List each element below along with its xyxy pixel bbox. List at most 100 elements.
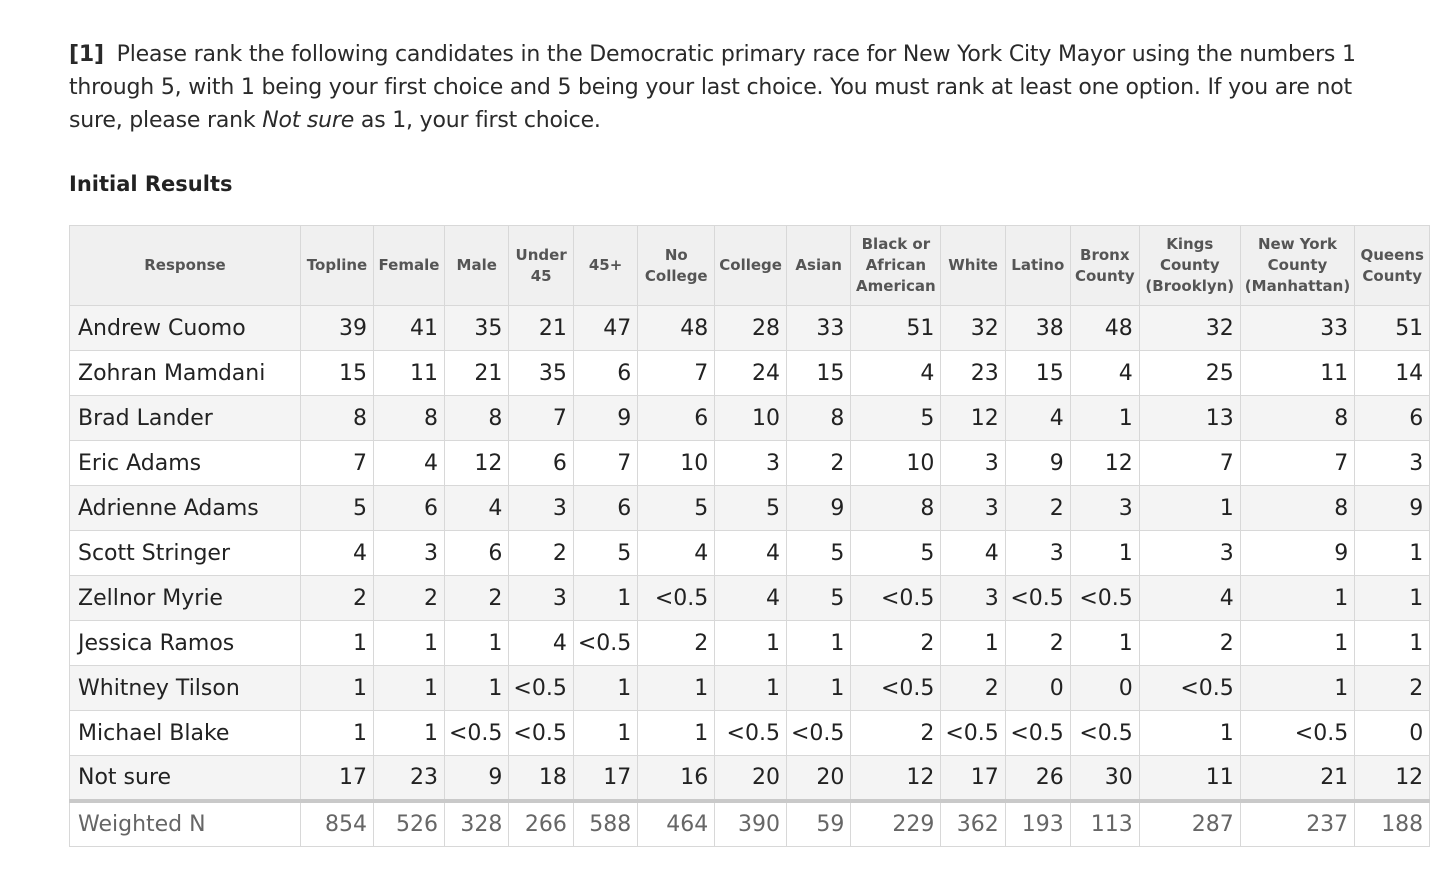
table-cell: 6 — [637, 395, 716, 441]
table-cell: 9 — [1354, 485, 1431, 531]
table-cell: 3 — [714, 440, 787, 486]
table-cell: 17 — [300, 755, 374, 801]
weighted-n-cell: 854 — [300, 798, 374, 847]
table-cell: 1 — [1138, 710, 1241, 756]
table-cell: 26 — [1004, 755, 1071, 801]
column-header-line: Asian — [795, 256, 842, 274]
table-cell: 8 — [850, 485, 942, 531]
response-label: Whitney Tilson — [69, 665, 301, 711]
table-cell: 2 — [1138, 620, 1241, 666]
table-cell: 6 — [373, 485, 445, 531]
response-label: Adrienne Adams — [69, 485, 301, 531]
table-row: Scott Stringer 4 3 6 2 5 4 4 5 5 4 3 1 3 9 1 — [69, 530, 1431, 576]
question-body: Please rank the following candidates in … — [69, 42, 1356, 133]
column-header-line: Black or — [861, 235, 931, 253]
weighted-n-cell: 193 — [1004, 798, 1071, 847]
table-cell: 2 — [373, 575, 445, 621]
weighted-n-cell: 237 — [1239, 798, 1356, 847]
table-cell: 2 — [300, 575, 374, 621]
column-header-line: African — [865, 256, 927, 274]
table-cell: 32 — [1138, 305, 1241, 351]
table-cell: 7 — [508, 395, 574, 441]
table-cell: 47 — [572, 305, 639, 351]
table-cell: 17 — [940, 755, 1006, 801]
table-cell: 39 — [300, 305, 374, 351]
weighted-n-cell: 188 — [1354, 798, 1431, 847]
weighted-n-label: Weighted N — [69, 798, 301, 847]
table-cell: 1 — [1239, 620, 1356, 666]
table-cell: 1 — [1069, 620, 1140, 666]
table-cell: 9 — [572, 395, 639, 441]
table-cell: <0.5 — [508, 710, 574, 756]
table-cell: 2 — [1004, 485, 1071, 531]
response-label: Eric Adams — [69, 440, 301, 486]
table-cell: 10 — [714, 395, 787, 441]
response-label: Brad Lander — [69, 395, 301, 441]
table-row: Zellnor Myrie 2 2 2 3 1 <0.5 4 5 <0.5 3 <0.5 <0.5 4 1 1 — [69, 575, 1431, 621]
column-header: Under 45 — [508, 225, 574, 306]
table-cell: 32 — [940, 305, 1006, 351]
column-header-line: No — [664, 245, 688, 264]
table-cell: 48 — [637, 305, 716, 351]
table-cell: 10 — [637, 440, 716, 486]
table-cell: <0.5 — [443, 710, 510, 756]
weighted-n-cell: 266 — [508, 798, 574, 847]
response-label: Michael Blake — [69, 710, 301, 756]
column-header: White — [940, 225, 1006, 306]
table-cell: 8 — [373, 395, 445, 441]
table-cell: 24 — [714, 350, 787, 396]
table-cell: 14 — [1354, 350, 1431, 396]
table-row: Not sure 17 23 9 18 17 16 20 20 12 17 26 30 11 21 12 — [69, 755, 1431, 801]
table-cell: 5 — [714, 485, 787, 531]
table-cell: 3 — [1138, 530, 1241, 576]
table-cell: 16 — [637, 755, 716, 801]
table-cell: 6 — [508, 440, 574, 486]
column-header-line: New York — [1258, 235, 1337, 253]
table-cell: 3 — [1004, 530, 1071, 576]
table-cell: 11 — [1239, 350, 1356, 396]
table-cell: 5 — [850, 530, 942, 576]
weighted-n-cell: 588 — [572, 798, 639, 847]
table-cell: 12 — [850, 755, 942, 801]
table-cell: 0 — [1354, 710, 1431, 756]
table-cell: 1 — [572, 710, 639, 756]
table-cell: 25 — [1138, 350, 1241, 396]
table-cell: 1 — [300, 620, 374, 666]
column-header-line: County — [1074, 266, 1135, 285]
table-row: Whitney Tilson 1 1 1 <0.5 1 1 1 1 <0.5 2 0 0 <0.5 1 2 — [69, 665, 1431, 711]
column-header: Queens County — [1354, 225, 1431, 306]
response-label: Jessica Ramos — [69, 620, 301, 666]
table-cell: 7 — [572, 440, 639, 486]
table-cell: 20 — [714, 755, 787, 801]
table-cell: <0.5 — [1239, 710, 1356, 756]
table-cell: 6 — [572, 350, 639, 396]
table-cell: 5 — [785, 530, 852, 576]
column-header-line: 45 — [530, 266, 552, 285]
table-cell: 7 — [1138, 440, 1241, 486]
table-cell: 5 — [300, 485, 374, 531]
column-header: 45+ — [572, 225, 639, 306]
table-cell: 1 — [637, 710, 716, 756]
table-cell: 2 — [508, 530, 574, 576]
question-text: [1] Please rank the following candidates… — [69, 38, 1389, 137]
column-header-line: (Brooklyn) — [1145, 277, 1235, 295]
table-row: Michael Blake 1 1 <0.5 <0.5 1 1 <0.5 <0.5 2 <0.5 <0… — [69, 710, 1431, 756]
column-header-line: County — [1267, 256, 1328, 274]
table-cell: 1 — [1069, 530, 1140, 576]
table-cell: 38 — [1004, 305, 1071, 351]
table-cell: 1 — [785, 620, 852, 666]
table-cell: 13 — [1138, 395, 1241, 441]
table-cell: <0.5 — [508, 665, 574, 711]
table-cell: 1 — [785, 665, 852, 711]
table-cell: 12 — [940, 395, 1006, 441]
table-cell: <0.5 — [1069, 710, 1140, 756]
question-number: [1] — [69, 42, 104, 67]
table-cell: 2 — [1354, 665, 1431, 711]
table-cell: 2 — [850, 620, 942, 666]
table-cell: <0.5 — [940, 710, 1006, 756]
table-cell: 12 — [1069, 440, 1140, 486]
column-header-line: Male — [456, 256, 497, 274]
table-cell: 4 — [637, 530, 716, 576]
table-cell: 1 — [443, 665, 510, 711]
response-label: Scott Stringer — [69, 530, 301, 576]
